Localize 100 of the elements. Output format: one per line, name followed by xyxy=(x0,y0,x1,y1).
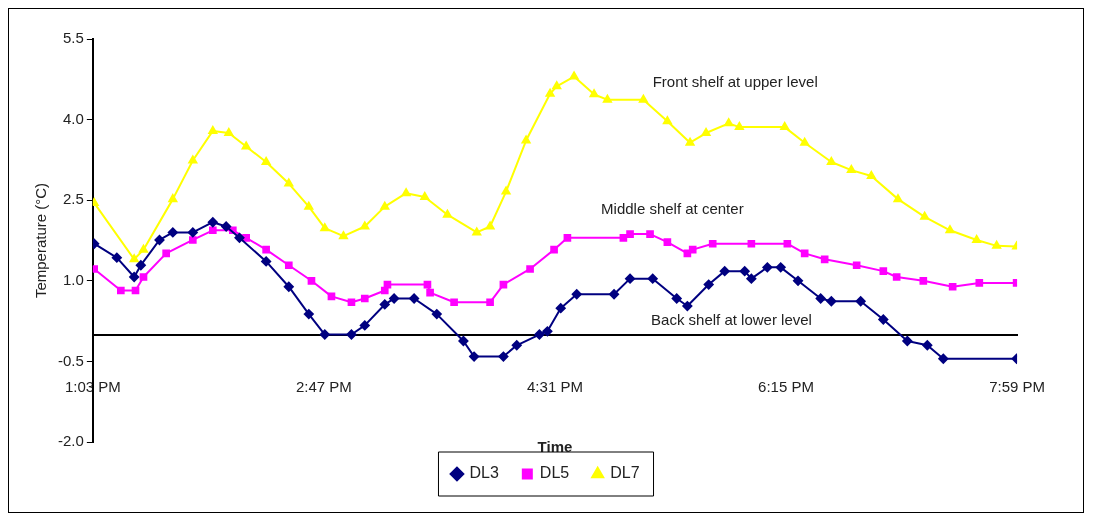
point xyxy=(646,230,654,238)
point xyxy=(409,293,420,304)
point xyxy=(472,227,482,236)
point xyxy=(401,188,411,197)
point xyxy=(919,276,928,285)
point xyxy=(892,273,901,281)
point xyxy=(380,201,390,210)
point xyxy=(189,236,197,244)
point xyxy=(948,282,957,291)
point xyxy=(762,262,773,273)
point xyxy=(420,191,430,200)
point xyxy=(521,135,531,144)
point xyxy=(224,128,234,137)
point xyxy=(380,286,389,295)
point xyxy=(663,238,672,246)
point xyxy=(450,298,458,307)
point xyxy=(442,209,452,218)
point xyxy=(154,234,165,245)
legend-label: DL3 xyxy=(469,464,499,482)
point xyxy=(571,289,582,300)
point xyxy=(162,249,170,258)
point xyxy=(208,125,218,134)
point xyxy=(922,340,933,351)
point xyxy=(703,279,714,290)
point xyxy=(800,249,809,258)
point xyxy=(117,286,125,295)
point xyxy=(638,94,648,103)
point xyxy=(303,309,314,320)
point xyxy=(221,221,232,232)
point xyxy=(188,155,198,164)
point xyxy=(902,335,913,346)
point xyxy=(389,293,400,304)
point xyxy=(815,293,826,304)
x-tick-label: 6:15 PM xyxy=(758,377,814,395)
point xyxy=(609,289,620,300)
point xyxy=(734,122,744,131)
point xyxy=(129,254,139,263)
legend-label: DL7 xyxy=(610,464,640,482)
point xyxy=(855,296,866,307)
point xyxy=(685,137,695,146)
point xyxy=(129,272,140,283)
point xyxy=(135,260,146,271)
point xyxy=(550,245,558,254)
point xyxy=(780,122,790,131)
point xyxy=(511,340,522,351)
point xyxy=(526,265,534,273)
point xyxy=(498,351,509,362)
point xyxy=(234,232,245,243)
annotation: Front shelf at upper level xyxy=(652,72,818,90)
point xyxy=(426,288,434,297)
point xyxy=(486,298,494,307)
point xyxy=(972,234,982,243)
point xyxy=(431,309,442,320)
point xyxy=(747,239,756,248)
point xyxy=(284,178,294,187)
point xyxy=(626,230,634,238)
point xyxy=(319,329,330,340)
point xyxy=(208,226,217,235)
point xyxy=(688,245,697,254)
point xyxy=(485,221,495,230)
point xyxy=(662,116,672,125)
point xyxy=(304,201,314,210)
legend-label: DL5 xyxy=(539,464,570,482)
point xyxy=(111,252,122,263)
point xyxy=(992,240,1002,249)
point xyxy=(945,225,955,234)
point xyxy=(458,335,469,346)
point xyxy=(938,353,949,364)
point xyxy=(975,279,984,287)
point xyxy=(242,233,250,242)
y-tick-label: 1.0 xyxy=(62,270,84,288)
point xyxy=(866,171,876,180)
point xyxy=(379,299,390,310)
point xyxy=(569,71,579,80)
y-tick-label: -0.5 xyxy=(57,351,84,369)
point xyxy=(920,211,930,220)
point xyxy=(783,239,792,248)
point xyxy=(307,276,316,285)
point xyxy=(879,267,888,275)
point xyxy=(852,261,861,270)
point xyxy=(261,157,271,166)
point xyxy=(92,265,99,273)
point xyxy=(719,266,730,277)
point xyxy=(647,273,658,284)
point xyxy=(682,301,693,312)
y-tick-label: 4.0 xyxy=(62,109,84,127)
x-axis-title: Time xyxy=(537,437,573,455)
point xyxy=(619,233,628,242)
point xyxy=(724,118,734,127)
point xyxy=(360,221,370,230)
point xyxy=(820,255,829,264)
y-tick-label: 2.5 xyxy=(62,190,84,208)
point xyxy=(739,266,750,277)
point xyxy=(360,294,369,303)
x-tick-label: 2:47 PM xyxy=(295,377,352,395)
point xyxy=(187,227,198,238)
point xyxy=(563,233,572,242)
x-tick-label: 4:31 PM xyxy=(527,377,583,395)
point xyxy=(262,245,270,254)
point xyxy=(793,275,804,286)
